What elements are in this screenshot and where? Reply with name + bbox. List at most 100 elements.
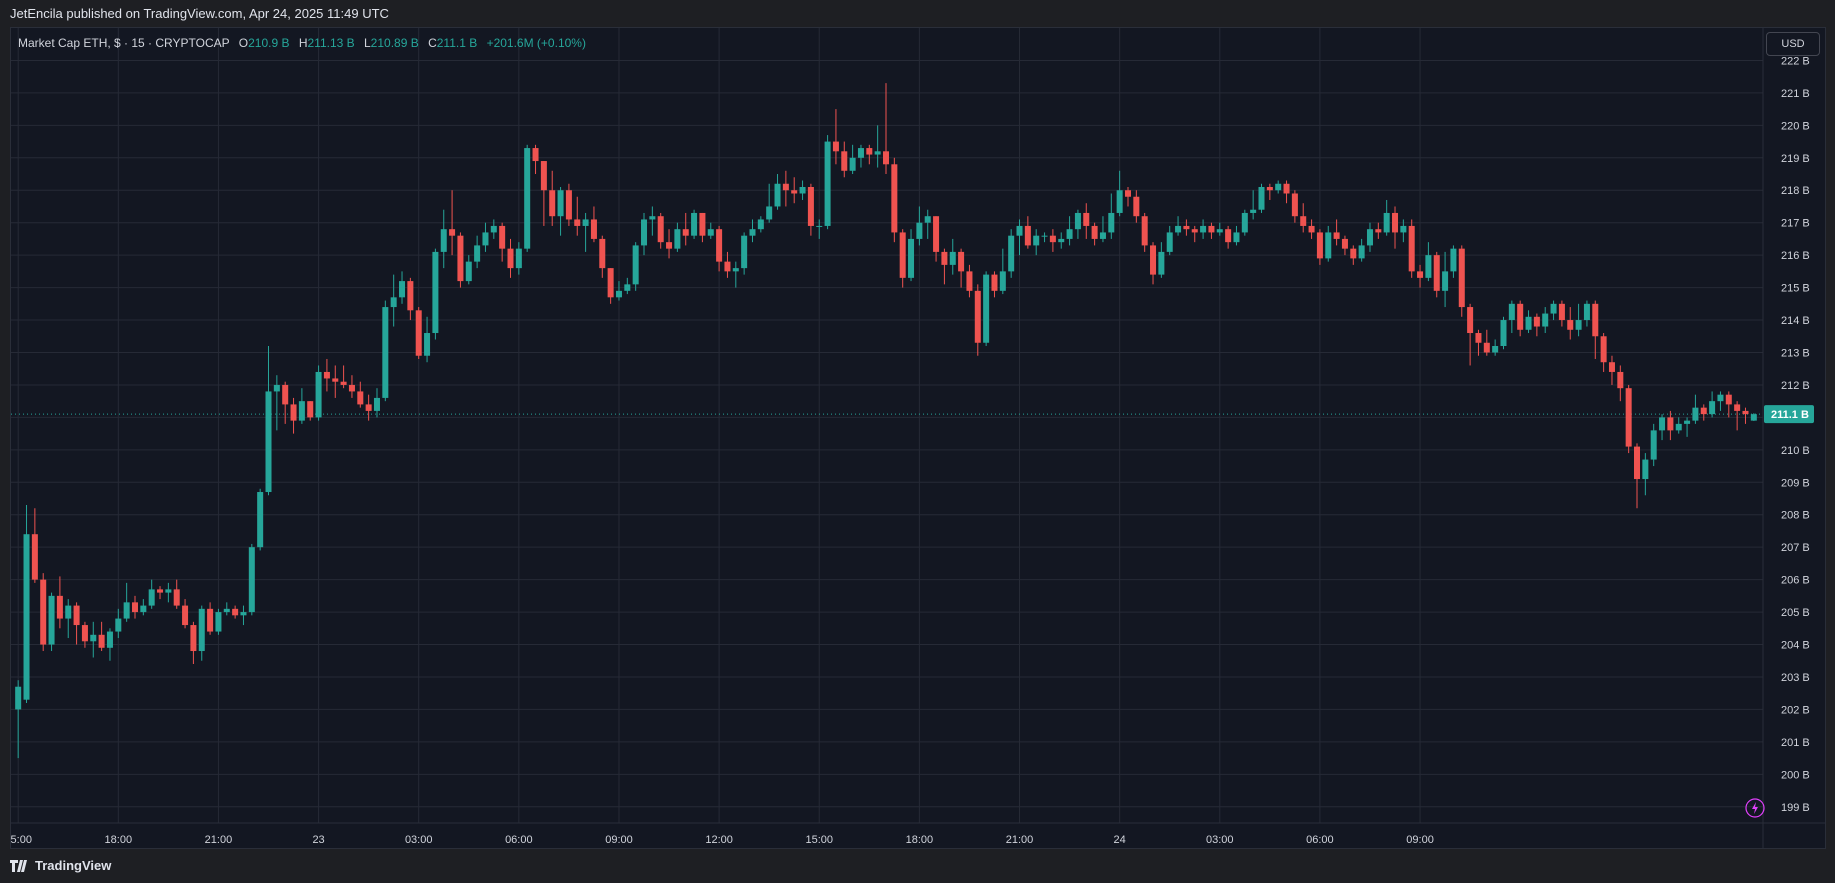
candle-body [1133,196,1140,217]
change-value: +201.6M (+0.10%) [486,36,586,50]
last-price-badge [1764,405,1814,424]
high-value: 211.13 B [307,36,355,50]
high-label: H [298,36,308,50]
candle-body [699,212,706,236]
candle-body [899,232,906,278]
candle-body [1600,336,1607,363]
candle-body [348,384,355,392]
candle-body [1700,407,1707,415]
candle-body [615,290,622,298]
y-tick-label: 202 B [1781,704,1810,716]
chart-panel[interactable]: 222 B 221 B 220 B 219 B 218 B 217 B 216 B 215 B… [10,27,1826,849]
candle-body [791,190,798,194]
candle-body [1233,232,1240,243]
candle-body [482,232,489,246]
candle-body [724,261,731,272]
candle-body [1542,313,1549,327]
candle-body [1175,225,1182,233]
candle-body [1750,414,1757,421]
y-tick-label: 205 B [1781,607,1810,619]
low-label: L [363,36,371,50]
candle-body [1183,225,1190,230]
symbol-label[interactable]: Market Cap ETH, $ · 15 · CRYPTOCAP [18,36,230,50]
candle-body [298,401,305,421]
x-tick-label: 18:00 [105,834,133,846]
candle-body [465,261,472,282]
currency-button[interactable]: USD [1766,32,1820,56]
y-tick-label: 206 B [1781,575,1810,587]
candle-body [908,238,915,278]
candle-body [1283,183,1290,194]
candle-body [1483,342,1490,353]
candle-body [507,248,514,269]
candle-body [849,157,856,171]
candle-body [332,378,339,382]
candle-body [1091,225,1098,239]
candle-body [1450,248,1457,272]
candle-body [1400,225,1407,233]
candle-body [315,371,322,418]
candle-body [215,612,222,632]
candle-body [248,547,255,613]
tradingview-brand[interactable]: TradingView [10,858,111,873]
candle-body [1625,388,1632,447]
y-tick-label: 207 B [1781,542,1810,554]
candle-body [449,229,456,236]
candle-body [73,605,80,626]
candle-body [1141,216,1148,246]
candle-body [1158,251,1165,275]
candle-body [1575,320,1582,330]
candle-body [1583,303,1590,321]
candle-body [749,229,756,236]
candle-body [1008,235,1015,272]
candle-body [1383,212,1390,233]
candle-body [1033,235,1040,246]
candle-body [807,187,814,226]
candle-body [307,401,314,418]
y-tick-label: 214 B [1781,315,1810,327]
candle-body [1108,212,1115,233]
candle-body [1525,316,1532,330]
candle-body [148,589,155,606]
candle-body [56,595,63,619]
candle-body [999,271,1006,291]
candle-body [240,612,247,616]
candle-body [499,225,506,249]
candle-body [165,589,172,593]
close-label: C [428,36,437,50]
last-price-label: 211.1 B [1771,409,1809,421]
lightning-bolt-icon [1752,802,1758,814]
candlestick-chart[interactable]: 222 B 221 B 220 B 219 B 218 B 217 B 216 B 215 B… [11,28,1825,848]
candle-body [1216,229,1223,233]
candle-body [757,219,764,230]
candle-body [140,605,147,613]
candle-body [1425,255,1432,278]
candle-body [1275,183,1282,191]
candle-body [874,151,881,155]
y-tick-label: 210 B [1781,445,1810,457]
y-tick-label: 217 B [1781,218,1810,230]
x-tick-label: 15:00 [11,834,32,846]
candle-body [1258,187,1265,210]
candle-body [1225,229,1232,243]
y-tick-label: 215 B [1781,283,1810,295]
y-tick-label: 218 B [1781,185,1810,197]
y-tick-label: 216 B [1781,250,1810,262]
candle-body [1016,225,1023,236]
x-tick-label: 21:00 [205,834,233,846]
candle-body [1433,255,1440,291]
candle-body [1467,307,1474,334]
y-tick-label: 201 B [1781,737,1810,749]
candle-body [1475,333,1482,343]
candle-body [1725,394,1732,405]
candle-body [1325,232,1332,259]
x-tick-label: 21:00 [1006,834,1034,846]
candle-body [340,381,347,385]
candle-body [1116,190,1123,213]
candle-body [866,148,873,155]
candle-body [832,141,839,152]
x-tick-label: 03:00 [405,834,433,846]
candle-body [1058,238,1065,243]
publish-header: JetEncila published on TradingView.com, … [0,0,1835,27]
candle-body [1041,235,1048,237]
